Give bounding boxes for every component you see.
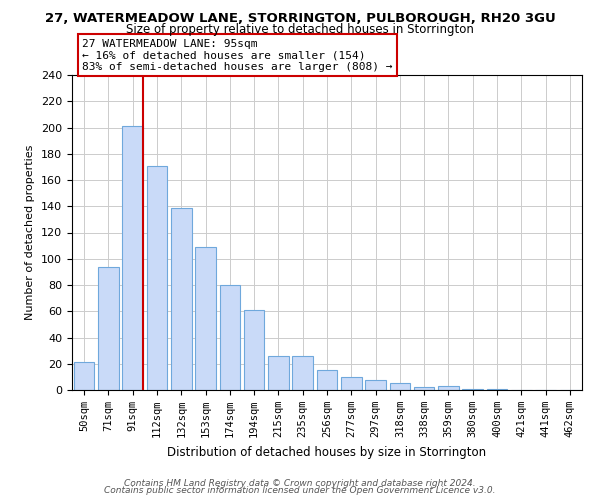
Bar bbox=[74, 362, 94, 390]
Bar bbox=[98, 266, 119, 390]
Bar bbox=[195, 247, 216, 390]
Y-axis label: Number of detached properties: Number of detached properties bbox=[25, 145, 35, 320]
Bar bbox=[146, 166, 167, 390]
Bar bbox=[171, 208, 191, 390]
Text: Contains HM Land Registry data © Crown copyright and database right 2024.: Contains HM Land Registry data © Crown c… bbox=[124, 478, 476, 488]
Text: 27 WATERMEADOW LANE: 95sqm
← 16% of detached houses are smaller (154)
83% of sem: 27 WATERMEADOW LANE: 95sqm ← 16% of deta… bbox=[82, 38, 392, 72]
Bar bbox=[220, 285, 240, 390]
Bar bbox=[365, 380, 386, 390]
Bar bbox=[268, 356, 289, 390]
Bar bbox=[317, 370, 337, 390]
Text: 27, WATERMEADOW LANE, STORRINGTON, PULBOROUGH, RH20 3GU: 27, WATERMEADOW LANE, STORRINGTON, PULBO… bbox=[44, 12, 556, 26]
Text: Contains public sector information licensed under the Open Government Licence v3: Contains public sector information licen… bbox=[104, 486, 496, 495]
Text: Size of property relative to detached houses in Storrington: Size of property relative to detached ho… bbox=[126, 22, 474, 36]
Bar bbox=[244, 310, 265, 390]
Bar bbox=[122, 126, 143, 390]
Bar bbox=[341, 377, 362, 390]
Bar bbox=[487, 388, 508, 390]
Bar bbox=[292, 356, 313, 390]
Bar bbox=[438, 386, 459, 390]
Bar bbox=[389, 384, 410, 390]
Bar bbox=[463, 388, 483, 390]
Bar bbox=[414, 388, 434, 390]
X-axis label: Distribution of detached houses by size in Storrington: Distribution of detached houses by size … bbox=[167, 446, 487, 458]
